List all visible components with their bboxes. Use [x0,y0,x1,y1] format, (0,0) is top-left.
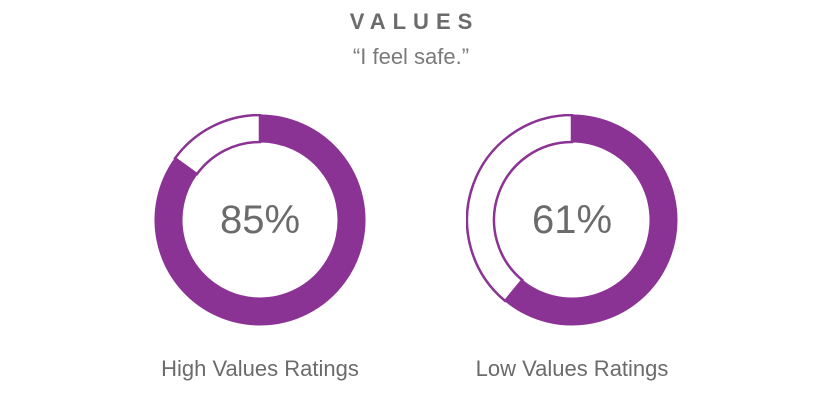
chart-subtitle: “I feel safe.” [352,44,470,69]
chart-title: VALUES [349,9,480,34]
donut-low-values: 61% [466,114,678,326]
donut-high-values-svg [154,114,366,326]
donut-low-values-svg [466,114,678,326]
donut-low-values-label: Low Values Ratings [475,356,669,381]
donut-high-values-percent: 85% [219,197,301,242]
donut-high-values-label: High Values Ratings [161,356,359,381]
donut-low-values-value-arc [504,114,678,326]
donut-high-values-value-arc [154,114,366,326]
donut-low-values-remainder-arc [466,114,574,303]
donut-low-values-percent: 61% [531,197,613,242]
donut-high-values: 85% [154,114,366,326]
